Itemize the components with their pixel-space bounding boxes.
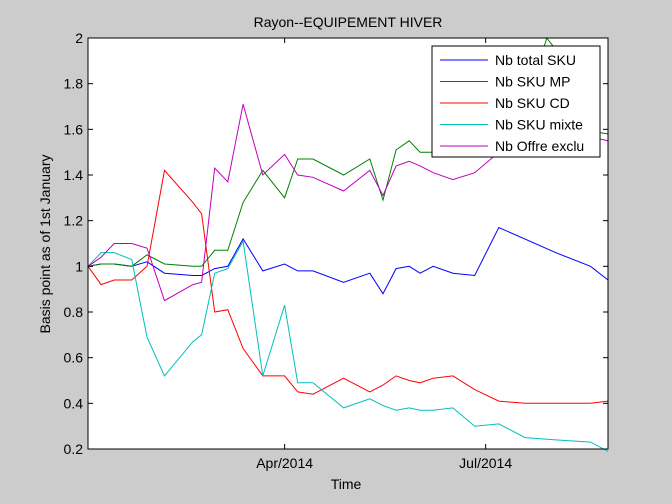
legend-label-3: Nb SKU mixte: [495, 117, 583, 133]
x-axis-label: Time: [331, 476, 362, 492]
y-tick-label: 1.6: [64, 121, 84, 137]
legend-label-2: Nb SKU CD: [495, 95, 570, 111]
y-tick-label: 0.6: [64, 350, 84, 366]
y-axis: 0.2 0.4 0.6 0.8 1 1.2 1.4 1.6 1.8 2: [64, 30, 608, 457]
series-line-4: [87, 104, 609, 302]
series-line-2: [87, 169, 609, 404]
legend-box: [431, 45, 601, 158]
y-tick-label: 1.4: [64, 167, 84, 183]
legend-label-0: Nb total SKU: [495, 52, 576, 68]
y-tick-label: 1: [75, 258, 83, 274]
y-tick-label: 0.8: [64, 304, 84, 320]
x-tick-label: Jul/2014: [459, 455, 512, 471]
series-line-3: [87, 239, 609, 452]
legend: Nb total SKU Nb SKU MP Nb SKU CD Nb SKU mix…: [431, 45, 601, 158]
y-tick-label: 1.8: [64, 76, 84, 92]
plot-frame: [87, 37, 609, 450]
y-tick-label: 0.2: [64, 441, 84, 457]
series-layer: [87, 36, 609, 452]
legend-label-1: Nb SKU MP: [495, 74, 570, 90]
legend-label-4: Nb Offre exclu: [495, 138, 584, 154]
x-axis: Apr/2014 Jul/2014: [256, 38, 512, 471]
x-tick-label: Apr/2014: [256, 455, 313, 471]
chart-title: Rayon--EQUIPEMENT HIVER: [254, 14, 443, 30]
y-tick-label: 1.2: [64, 213, 84, 229]
y-tick-label: 0.4: [64, 395, 84, 411]
legend-entries: Nb total SKU Nb SKU MP Nb SKU CD Nb SKU mix…: [440, 52, 584, 154]
series-line-0: [87, 226, 609, 295]
y-axis-label: Basis point as of 1st January: [37, 155, 53, 334]
y-tick-label: 2: [75, 30, 83, 46]
